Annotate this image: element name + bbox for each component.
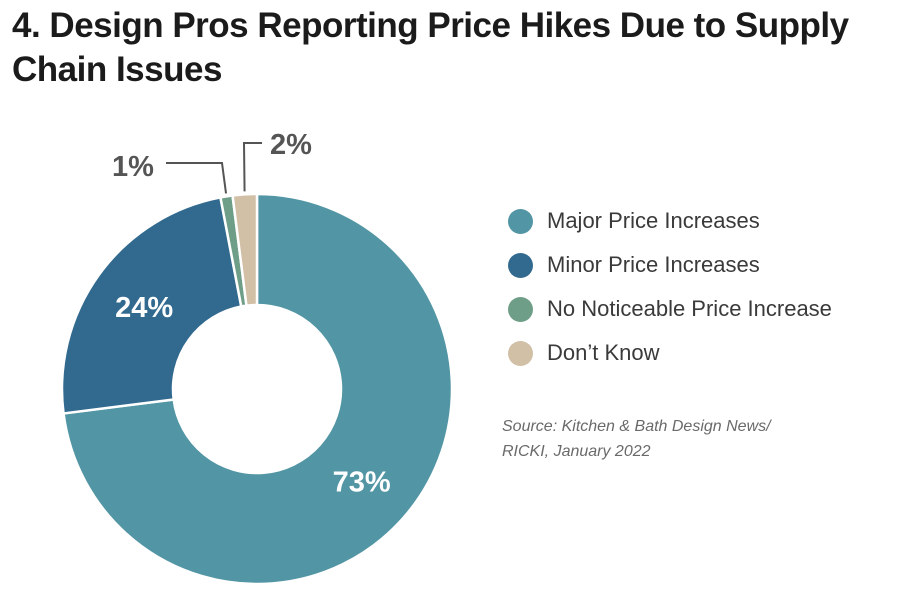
slice-don-t-know xyxy=(231,192,259,308)
legend-label-no-noticeable: No Noticeable Price Increase xyxy=(547,296,832,321)
legend: Major Price Increases Minor Price Increa… xyxy=(508,199,832,375)
source-note: Source: Kitchen & Bath Design News/ RICK… xyxy=(502,414,771,464)
legend-swatch-no-noticeable xyxy=(508,296,533,322)
data-label-don-t-know: 2% xyxy=(270,129,312,161)
legend-swatch-major xyxy=(508,208,533,234)
legend-item-dont-know: Don’t Know xyxy=(508,331,832,375)
data-label-major-price-increases: 73% xyxy=(333,466,391,498)
slice-major-price-increases xyxy=(62,192,454,586)
chart-title: 4. Design Pros Reporting Price Hikes Due… xyxy=(12,6,849,89)
legend-label-major: Major Price Increases xyxy=(547,208,760,233)
source-line-1: Source: Kitchen & Bath Design News/ xyxy=(502,418,771,435)
leader-line-no-noticeable-price-increase xyxy=(166,162,228,194)
source-line-2: RICKI, January 2022 xyxy=(502,443,651,460)
legend-swatch-minor xyxy=(508,252,533,278)
leader-line-don-t-know xyxy=(242,142,262,192)
legend-item-minor-price-increases: Minor Price Increases xyxy=(508,243,832,287)
legend-label-dont-know: Don’t Know xyxy=(547,340,660,365)
legend-label-minor: Minor Price Increases xyxy=(547,252,760,277)
data-label-minor-price-increases: 24% xyxy=(115,292,173,324)
legend-swatch-dont-know xyxy=(508,340,533,366)
slice-minor-price-increases xyxy=(60,195,243,415)
legend-item-major-price-increases: Major Price Increases xyxy=(508,199,832,243)
data-label-no-noticeable-price-increase: 1% xyxy=(112,151,154,183)
legend-item-no-noticeable-price-increase: No Noticeable Price Increase xyxy=(508,287,832,331)
